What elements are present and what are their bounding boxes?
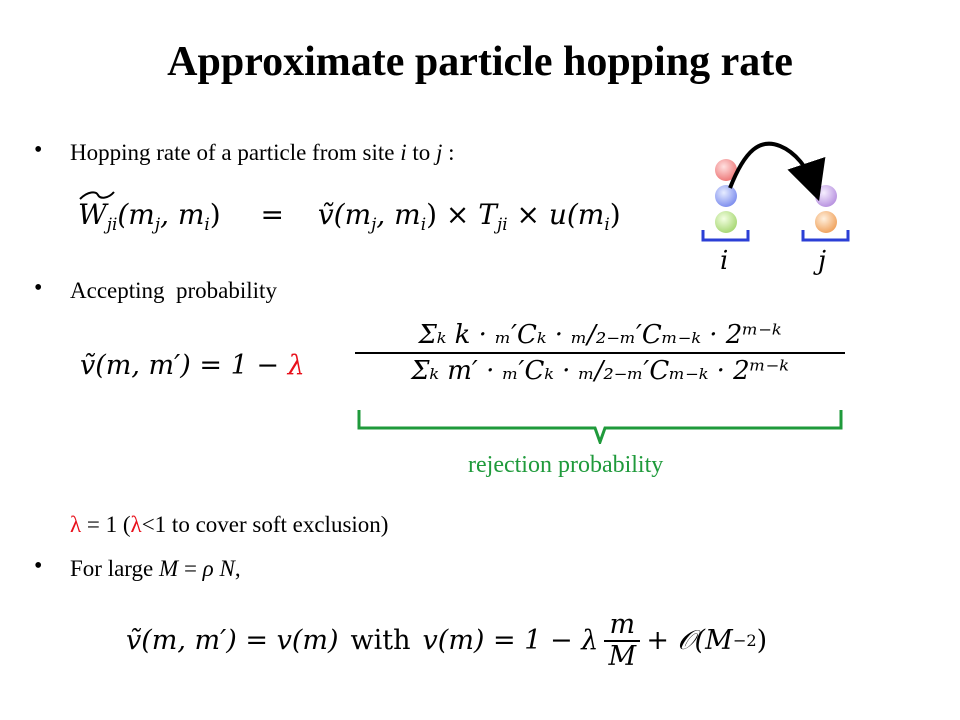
bullet-text-comma: , <box>234 556 241 581</box>
var-rho: ρ <box>202 556 214 581</box>
bullet-text-suffix: : <box>442 140 455 165</box>
bullet-text-eq: = <box>178 556 203 581</box>
particle-purple <box>815 185 837 207</box>
bullet-dot: • <box>34 275 43 301</box>
eq1-v-sub2: i <box>420 213 427 234</box>
eq1-T: T <box>478 198 497 231</box>
var-N: N <box>213 556 235 581</box>
site-j-label: j <box>818 246 827 276</box>
bullet-dot: • <box>34 553 43 579</box>
particle-orange <box>815 211 837 233</box>
eq2-fraction-line <box>355 352 845 354</box>
eq3-with: with <box>350 625 411 657</box>
eq1-v-close: ) <box>426 198 438 231</box>
eq2-lhs: ṽ(m, m′) = 1 − <box>80 350 279 381</box>
page-title: Approximate particle hopping rate <box>167 39 793 85</box>
eq3-frac-den: M <box>608 640 637 672</box>
eq3-frac-num: m <box>609 609 636 640</box>
bullet-text-mid: to <box>406 140 436 165</box>
wide-tilde <box>79 191 115 200</box>
equation-accepting-fraction: Σₖ k · ₘ′Cₖ · ₘ/₂₋ₘ′Cₘ₋ₖ · 2ᵐ⁻ᵏ Σₖ m′ · … <box>355 320 845 386</box>
site-i-bracket <box>701 230 750 242</box>
site-i-var: i <box>400 140 407 165</box>
bullet-hopping-rate: • Hopping rate of a particle from site i… <box>34 137 455 166</box>
lambda-note-text-1: = 1 ( <box>81 512 131 537</box>
eq1-v-sub: j <box>371 213 377 234</box>
eq1-times2: × <box>516 198 540 231</box>
eq1-T-sub: ji <box>496 213 508 234</box>
eq3-fraction: m M <box>604 609 641 672</box>
lambda-symbol-2: λ <box>130 512 142 537</box>
eq3-rhs2-close: ) <box>756 625 768 657</box>
equation-large-M: ṽ(m, m′) = v(m) with v(m) = 1 − λ m M + … <box>126 610 767 671</box>
eq2-numerator: Σₖ k · ₘ′Cₖ · ₘ/₂₋ₘ′Cₘ₋ₖ · 2ᵐ⁻ᵏ <box>418 320 782 350</box>
particle-sites-diagram <box>701 141 850 242</box>
eq3-frac-line <box>604 639 641 642</box>
eq1-lhs-close: ) <box>209 198 221 231</box>
bullet-dot: • <box>34 137 43 163</box>
particle-green <box>715 211 737 233</box>
eq1-equals: = <box>260 198 285 231</box>
hop-arrow <box>728 141 826 202</box>
eq1-lhs-sub2: j <box>154 213 161 234</box>
bullet-accepting-probability: • Accepting probability <box>34 275 277 304</box>
particle-blue <box>715 185 737 207</box>
eq3-rhs2-sup: −2 <box>732 631 757 651</box>
bullet-text-prefix: For large <box>70 556 160 581</box>
equation-hopping-rate: Wji(mj, mi) = ṽ(mj, mi) × Tji × u(mi) <box>78 191 621 234</box>
bullet-large-M: • For large M = ρ N, <box>34 553 241 582</box>
eq3-rhs2: + 𝒪(M <box>646 624 733 656</box>
particle-red <box>715 159 737 181</box>
eq1-v-mid: , m <box>376 198 421 231</box>
lambda-symbol-1: λ <box>70 512 82 537</box>
eq2-lambda: λ <box>287 350 305 381</box>
bullet-text: Accepting probability <box>70 278 277 303</box>
eq3-lhs: ṽ(m, m′) = v(m) <box>126 625 339 657</box>
eq1-W: W <box>78 198 107 231</box>
var-M: M <box>159 556 179 581</box>
site-i-label: i <box>720 246 729 276</box>
rejection-probability-label: rejection probability <box>468 452 664 478</box>
lambda-note-text-2: <1 to cover soft exclusion) <box>141 512 389 537</box>
eq2-denominator: Σₖ m′ · ₘ′Cₖ · ₘ/₂₋ₘ′Cₘ₋ₖ · 2ᵐ⁻ᵏ <box>411 356 789 386</box>
equation-accepting-lhs: ṽ(m, m′) = 1 − λ <box>80 350 305 381</box>
lambda-note: λ = 1 (λ<1 to cover soft exclusion) <box>70 512 388 538</box>
eq3-rhs1: v(m) = 1 − λ <box>422 625 599 657</box>
eq1-lhs-args: (m <box>117 198 155 231</box>
eq1-lhs-sub3: i <box>204 213 210 234</box>
bullet-text-prefix: Hopping rate of a particle from site <box>70 140 401 165</box>
eq1-v: ṽ(m <box>317 198 372 231</box>
eq1-u-sub: i <box>604 213 610 234</box>
eq1-u: u(m <box>548 198 605 231</box>
eq1-u-close: ) <box>609 198 621 231</box>
eq1-lhs-args2: , m <box>160 198 205 231</box>
rejection-brace <box>357 410 843 444</box>
eq1-times1: × <box>445 198 470 231</box>
site-j-var: j <box>435 140 443 165</box>
site-j-bracket <box>801 230 850 242</box>
eq1-W-sub: ji <box>106 213 118 234</box>
